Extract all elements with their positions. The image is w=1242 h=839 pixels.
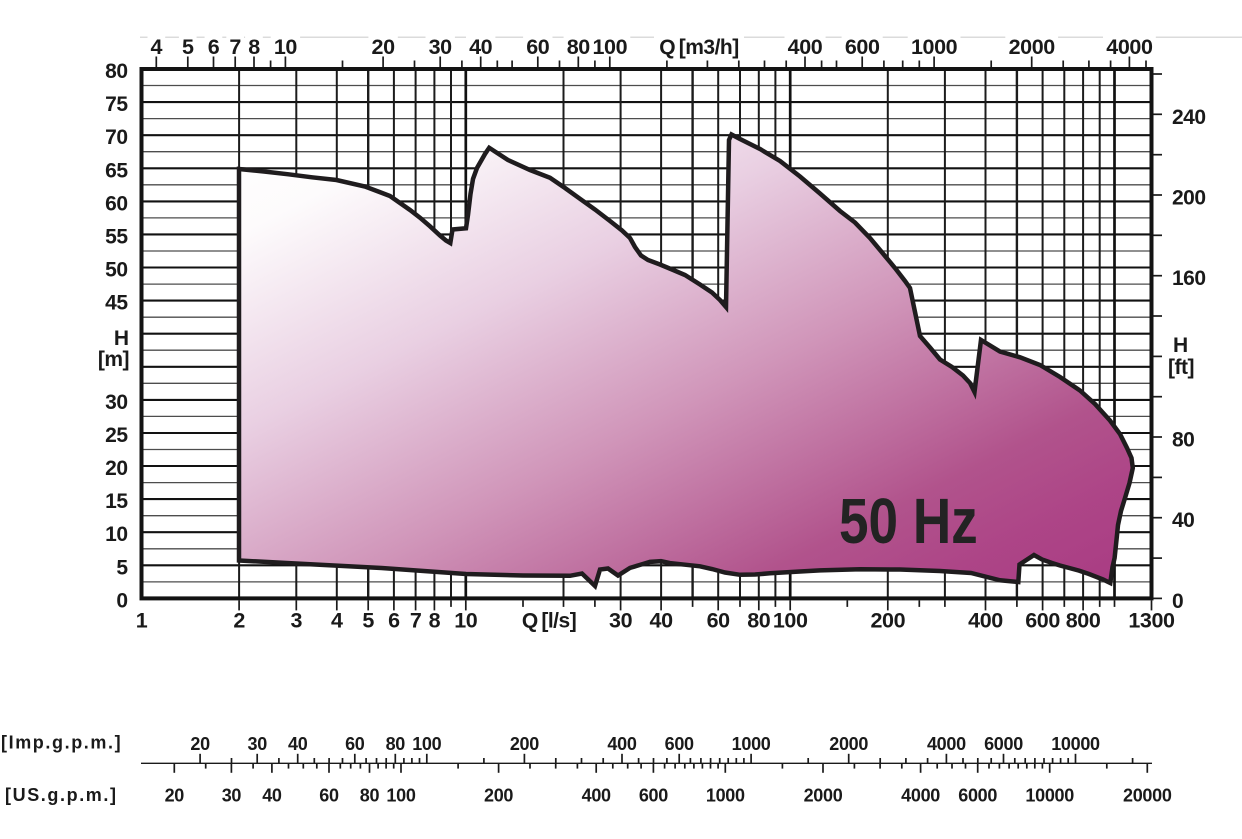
svg-text:30: 30 <box>429 35 453 59</box>
svg-text:5: 5 <box>182 35 194 59</box>
svg-text:0: 0 <box>1172 590 1183 613</box>
svg-text:800: 800 <box>1066 609 1101 633</box>
svg-text:1: 1 <box>136 609 148 633</box>
svg-text:6: 6 <box>208 35 220 59</box>
svg-text:70: 70 <box>105 126 127 149</box>
svg-text:45: 45 <box>105 292 128 315</box>
svg-text:4: 4 <box>331 609 343 633</box>
svg-text:55: 55 <box>105 225 128 248</box>
svg-text:20: 20 <box>190 734 210 754</box>
svg-text:60: 60 <box>319 786 339 806</box>
svg-text:30: 30 <box>105 391 127 414</box>
svg-text:2: 2 <box>233 609 245 633</box>
svg-text:6000: 6000 <box>984 734 1023 754</box>
svg-text:400: 400 <box>788 35 823 59</box>
svg-text:2000: 2000 <box>829 734 868 754</box>
svg-text:20000: 20000 <box>1123 786 1172 806</box>
svg-text:600: 600 <box>1025 609 1060 633</box>
svg-text:50 Hz: 50 Hz <box>839 486 978 557</box>
svg-text:30: 30 <box>222 786 242 806</box>
svg-text:200: 200 <box>510 734 539 754</box>
svg-text:[US.g.p.m.]: [US.g.p.m.] <box>5 785 118 805</box>
svg-text:60: 60 <box>105 192 127 215</box>
svg-text:40: 40 <box>469 35 493 59</box>
svg-text:3: 3 <box>291 609 303 633</box>
svg-text:0: 0 <box>116 589 127 612</box>
svg-text:7: 7 <box>229 35 241 59</box>
svg-text:200: 200 <box>870 609 905 633</box>
svg-text:4000: 4000 <box>1106 35 1153 59</box>
svg-text:10: 10 <box>454 609 478 633</box>
svg-text:6: 6 <box>388 609 400 633</box>
svg-text:600: 600 <box>845 35 880 59</box>
svg-text:2000: 2000 <box>804 786 843 806</box>
svg-text:80: 80 <box>105 60 127 83</box>
svg-text:80: 80 <box>567 35 591 59</box>
svg-text:40: 40 <box>650 609 674 633</box>
svg-text:6000: 6000 <box>958 786 997 806</box>
svg-text:1000: 1000 <box>911 35 958 59</box>
svg-text:60: 60 <box>526 35 550 59</box>
svg-text:100: 100 <box>412 734 441 754</box>
svg-text:600: 600 <box>639 786 668 806</box>
svg-text:2000: 2000 <box>1009 35 1056 59</box>
svg-text:10: 10 <box>274 35 298 59</box>
svg-text:200: 200 <box>484 786 513 806</box>
svg-text:80: 80 <box>747 609 771 633</box>
svg-text:5: 5 <box>362 609 374 633</box>
svg-text:160: 160 <box>1172 267 1206 290</box>
svg-text:20: 20 <box>105 457 127 480</box>
svg-text:80: 80 <box>1172 429 1194 452</box>
svg-text:15: 15 <box>105 490 128 513</box>
svg-text:80: 80 <box>386 734 406 754</box>
svg-text:40: 40 <box>262 786 282 806</box>
svg-text:1000: 1000 <box>732 734 771 754</box>
svg-text:400: 400 <box>582 786 611 806</box>
svg-text:40: 40 <box>288 734 308 754</box>
svg-text:7: 7 <box>410 609 422 633</box>
svg-text:[ft]: [ft] <box>1168 356 1194 379</box>
svg-text:80: 80 <box>360 786 380 806</box>
svg-text:8: 8 <box>248 35 260 59</box>
svg-text:H: H <box>1173 334 1188 357</box>
svg-text:100: 100 <box>592 35 627 59</box>
svg-text:Q [l/s]: Q [l/s] <box>522 610 576 633</box>
svg-text:20: 20 <box>372 35 396 59</box>
svg-text:1000: 1000 <box>706 786 745 806</box>
svg-text:100: 100 <box>386 786 415 806</box>
svg-text:Q [m3/h]: Q [m3/h] <box>659 36 739 59</box>
svg-text:H: H <box>114 327 129 350</box>
svg-text:50: 50 <box>105 259 127 282</box>
svg-text:5: 5 <box>116 556 128 579</box>
svg-text:100: 100 <box>773 609 808 633</box>
svg-text:4: 4 <box>151 35 163 59</box>
svg-text:10000: 10000 <box>1051 734 1100 754</box>
svg-text:75: 75 <box>105 93 128 116</box>
svg-text:10: 10 <box>105 523 127 546</box>
svg-text:240: 240 <box>1172 106 1206 129</box>
svg-text:200: 200 <box>1172 187 1206 210</box>
svg-text:400: 400 <box>968 609 1003 633</box>
svg-text:10000: 10000 <box>1025 786 1074 806</box>
svg-text:65: 65 <box>105 159 128 182</box>
svg-text:25: 25 <box>105 424 128 447</box>
svg-text:400: 400 <box>607 734 636 754</box>
svg-text:60: 60 <box>345 734 365 754</box>
svg-text:20: 20 <box>165 786 185 806</box>
svg-text:8: 8 <box>429 609 441 633</box>
svg-text:60: 60 <box>707 609 731 633</box>
svg-text:30: 30 <box>609 609 633 633</box>
svg-text:[Imp.g.p.m.]: [Imp.g.p.m.] <box>1 733 122 753</box>
svg-text:30: 30 <box>247 734 267 754</box>
svg-text:1300: 1300 <box>1128 609 1175 633</box>
svg-text:[m]: [m] <box>98 348 129 371</box>
svg-text:4000: 4000 <box>901 786 940 806</box>
svg-text:4000: 4000 <box>927 734 966 754</box>
svg-text:40: 40 <box>1172 509 1194 532</box>
svg-text:600: 600 <box>665 734 694 754</box>
